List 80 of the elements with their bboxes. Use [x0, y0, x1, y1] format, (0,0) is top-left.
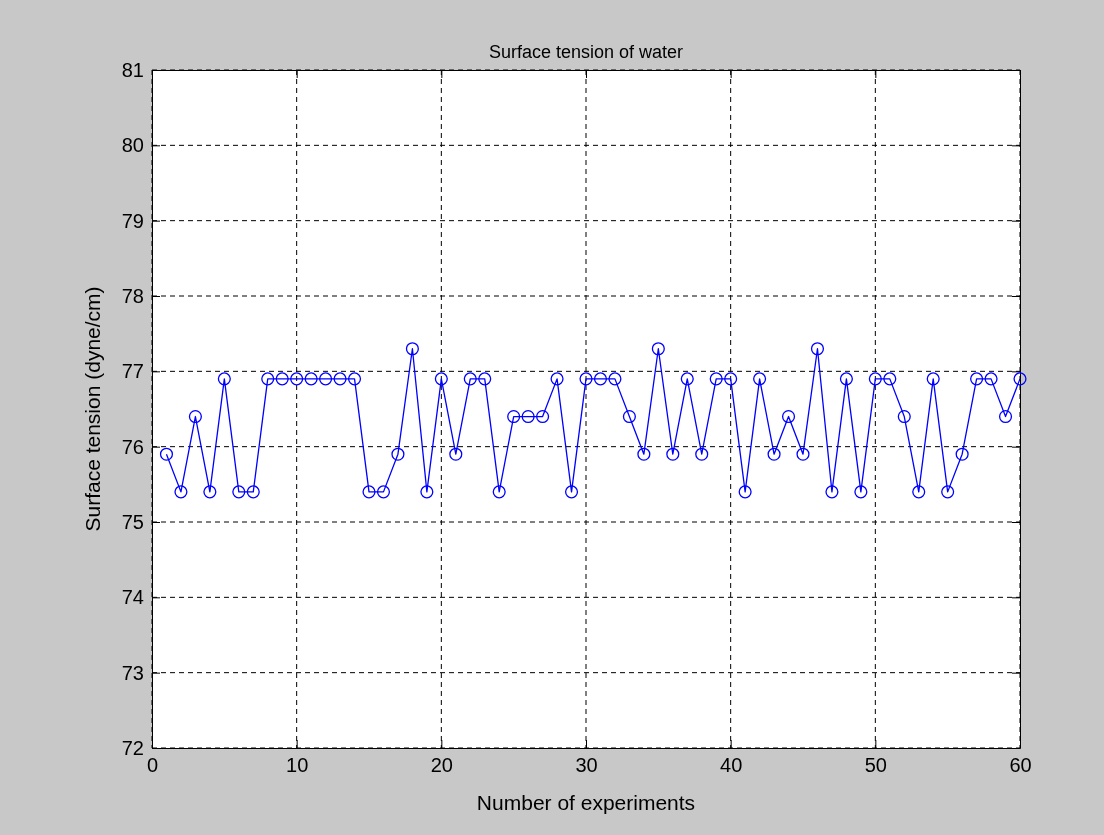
point	[1013, 372, 1027, 386]
point	[174, 485, 188, 499]
point	[347, 372, 362, 386]
point	[579, 372, 593, 386]
point	[449, 447, 463, 461]
y-tick-label: 79	[121, 209, 144, 232]
x-tick-label: 0	[146, 754, 159, 777]
y-tick-label: 74	[121, 586, 144, 609]
point	[753, 372, 767, 386]
point	[391, 447, 405, 461]
point	[507, 409, 521, 424]
point	[362, 485, 376, 499]
point	[941, 485, 955, 499]
point	[825, 485, 839, 499]
point	[290, 372, 304, 386]
x-tick-label: 10	[286, 754, 309, 777]
point	[608, 372, 622, 386]
point	[232, 485, 246, 499]
point	[188, 409, 202, 424]
point	[883, 372, 897, 386]
point	[246, 485, 260, 499]
point	[593, 372, 608, 386]
point	[680, 372, 694, 386]
point	[854, 485, 868, 499]
point	[405, 342, 419, 356]
point	[261, 372, 275, 386]
point	[709, 372, 723, 386]
point	[666, 447, 680, 461]
point	[926, 372, 940, 386]
point	[463, 372, 477, 386]
y-tick-label: 80	[121, 134, 144, 157]
point	[275, 372, 289, 386]
y-axis-title: Surface tension (dyne/cm)	[81, 286, 104, 532]
point	[637, 447, 651, 461]
point	[217, 372, 231, 386]
y-tick-label: 73	[121, 661, 144, 684]
x-tick-label: 50	[864, 754, 887, 777]
point	[984, 372, 998, 386]
x-tick-label: 40	[720, 754, 743, 777]
y-tick-label: 81	[121, 58, 144, 81]
chart-title: Surface tension of water	[488, 42, 684, 62]
point	[159, 447, 174, 461]
point	[970, 372, 984, 386]
point	[912, 485, 926, 499]
x-axis-title: Number of experiments	[476, 791, 696, 814]
point	[319, 372, 333, 386]
point	[767, 447, 781, 461]
x-tick-label: 20	[430, 754, 453, 777]
y-tick-label: 75	[121, 510, 144, 533]
point	[724, 372, 738, 386]
point	[420, 485, 434, 499]
point	[695, 447, 709, 461]
point	[955, 447, 969, 461]
point	[897, 409, 911, 424]
x-tick-label: 60	[1009, 754, 1032, 777]
point	[492, 485, 506, 499]
x-tick-label: 30	[575, 754, 598, 777]
point	[333, 372, 347, 386]
point	[536, 409, 550, 424]
y-tick-label: 77	[121, 360, 144, 383]
point	[564, 485, 579, 499]
y-tick-label: 78	[121, 284, 144, 307]
point	[376, 485, 391, 499]
point	[550, 372, 564, 386]
point	[622, 409, 636, 424]
point	[651, 342, 665, 356]
y-tick-label: 76	[121, 435, 144, 458]
point	[203, 485, 217, 499]
point	[796, 447, 810, 461]
point	[998, 409, 1013, 424]
point	[521, 409, 535, 424]
point	[839, 372, 853, 386]
point	[781, 409, 796, 424]
y-tick-label: 72	[121, 736, 144, 759]
point	[738, 485, 752, 499]
point	[434, 372, 448, 386]
point	[304, 372, 318, 386]
point	[478, 372, 492, 386]
point	[810, 342, 825, 356]
point	[868, 372, 882, 386]
